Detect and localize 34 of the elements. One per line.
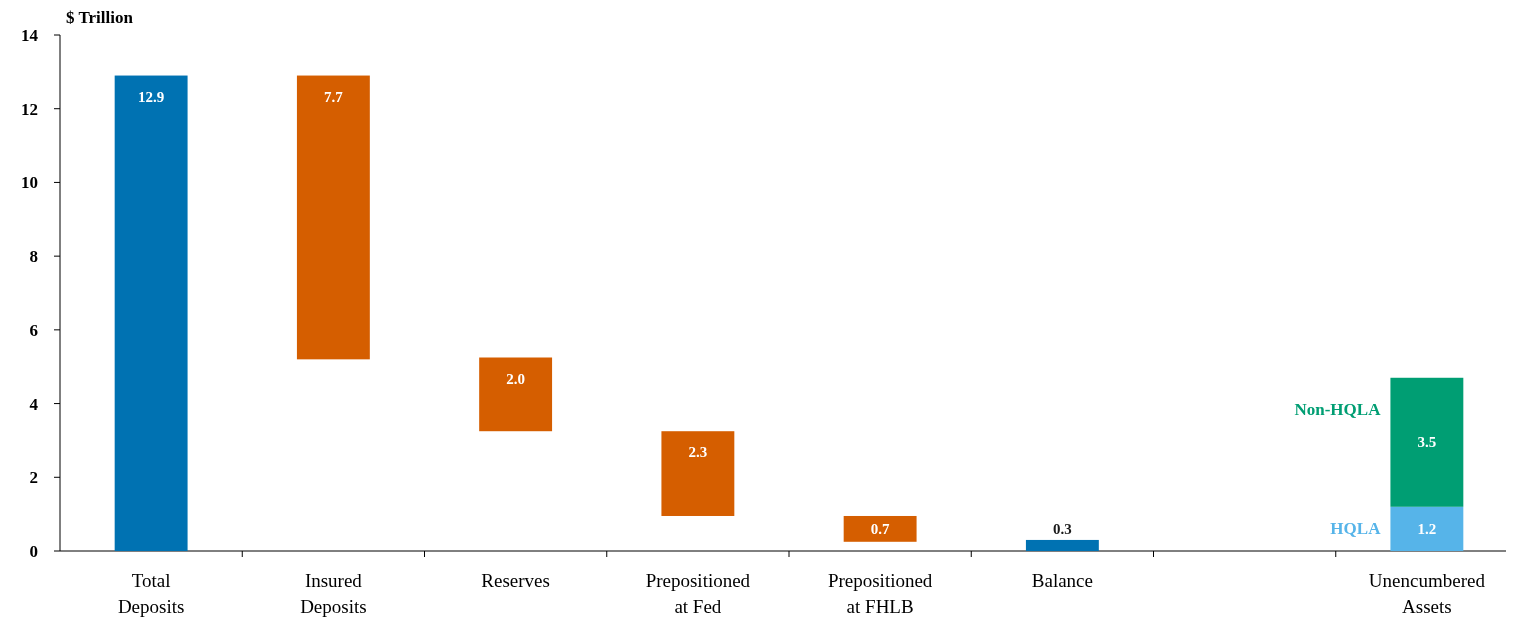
x-tick-label: Unencumbered Assets <box>1368 570 1486 617</box>
x-tick-label: Balance <box>1031 570 1093 591</box>
bar <box>1025 539 1099 551</box>
y-tick-label: 0 <box>29 542 38 561</box>
y-tick-label: 14 <box>21 26 39 45</box>
bar <box>1390 377 1464 507</box>
data-label: 3.5 <box>1417 434 1437 451</box>
data-label: 0.7 <box>870 520 890 537</box>
x-tick-label: Insured Deposits <box>300 570 367 617</box>
y-tick-label: 12 <box>21 99 38 119</box>
data-label: 2.3 <box>688 444 708 461</box>
y-tick-label: 6 <box>29 320 38 340</box>
bar <box>661 431 735 516</box>
data-label: 1.2 <box>1417 520 1437 537</box>
series-label: HQLA <box>1330 518 1382 538</box>
y-axis-title: $ Trillion <box>66 8 134 27</box>
data-label: 12.9 <box>138 88 165 105</box>
bar <box>479 357 553 432</box>
x-tick-label: Prepositioned at Fed <box>645 570 751 617</box>
bar <box>1390 506 1464 551</box>
x-tick-label: Reserves <box>481 570 550 591</box>
bar <box>296 75 370 360</box>
y-tick-label: 10 <box>21 173 38 193</box>
series-label: Non-HQLA <box>1294 400 1382 420</box>
y-tick-label: 4 <box>29 394 39 414</box>
data-label: 2.0 <box>506 370 525 387</box>
y-tick-label: 2 <box>29 468 38 488</box>
x-tick-label: Total Deposits <box>117 570 185 617</box>
data-label: 7.7 <box>324 88 344 105</box>
x-tick-label: Prepositioned at FHLB <box>827 570 933 617</box>
bar <box>843 515 917 542</box>
y-tick-label: 8 <box>29 247 38 267</box>
bar <box>114 75 188 551</box>
data-label: 0.3 <box>1053 520 1072 537</box>
